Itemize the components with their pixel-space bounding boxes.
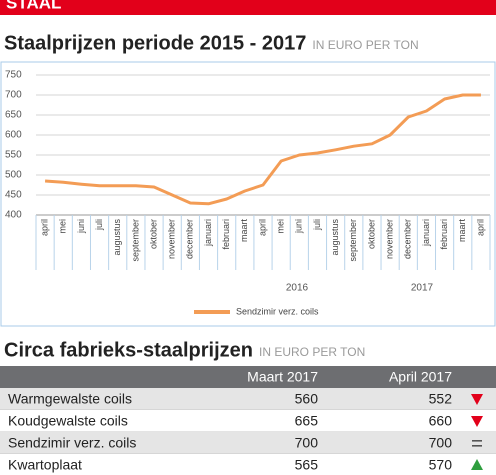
y-tick-label: 500 xyxy=(5,170,22,181)
x-tick-label: mei xyxy=(276,219,286,234)
trend-equal-icon xyxy=(472,445,482,447)
x-tick-label: oktober xyxy=(148,219,158,249)
x-tick-label: februari xyxy=(221,219,231,250)
chart-frame xyxy=(0,61,496,327)
x-tick-label: september xyxy=(348,219,358,262)
x-tick-label: februari xyxy=(439,219,449,250)
trend-equal-icon xyxy=(472,440,482,442)
chart-subtitle: IN EURO PER TON xyxy=(312,38,418,52)
column-header: Maart 2017 xyxy=(247,369,318,385)
x-tick-label: november xyxy=(384,219,394,259)
legend-label: Sendzimir verz. coils xyxy=(236,306,319,316)
x-tick-label: januari xyxy=(421,219,431,247)
y-tick-label: 750 xyxy=(5,70,22,81)
cell-value: 700 xyxy=(295,435,319,451)
section-bar xyxy=(0,0,496,15)
chart-title: Staalprijzen periode 2015 - 2017 xyxy=(4,32,306,54)
table-header-bg xyxy=(0,366,496,388)
x-tick-label: mei xyxy=(58,219,68,234)
x-tick-label: juni xyxy=(294,219,304,234)
y-tick-label: 450 xyxy=(5,190,22,201)
table-row-bg xyxy=(0,432,496,454)
y-tick-label: 650 xyxy=(5,110,22,121)
data-line xyxy=(44,93,481,206)
row-label: Sendzimir verz. coils xyxy=(8,435,136,451)
x-tick-label: november xyxy=(167,219,177,259)
table-row-bg xyxy=(0,388,496,410)
row-label: Koudgewalste coils xyxy=(8,413,128,429)
x-tick-label: juni xyxy=(76,219,86,234)
section-label: STAAL xyxy=(6,0,61,12)
x-tick-label: december xyxy=(403,219,413,259)
column-header: April 2017 xyxy=(389,369,452,385)
cell-value: 570 xyxy=(429,457,453,473)
cell-value: 560 xyxy=(295,391,319,407)
x-tick-label: oktober xyxy=(366,219,376,249)
x-tick-label: april xyxy=(39,219,49,236)
table-row-bg xyxy=(0,410,496,432)
cell-value: 660 xyxy=(429,413,453,429)
x-tick-label: juli xyxy=(94,219,104,231)
trend-down-icon xyxy=(471,394,483,405)
x-tick-label: september xyxy=(130,219,140,262)
y-tick-label: 400 xyxy=(5,210,22,221)
row-label: Warmgewalste coils xyxy=(8,391,132,407)
trend-down-icon xyxy=(471,416,483,427)
x-tick-label: december xyxy=(185,219,195,259)
x-tick-label: januari xyxy=(203,219,213,247)
x-tick-label: april xyxy=(257,219,267,236)
cell-value: 552 xyxy=(429,391,453,407)
x-tick-label: april xyxy=(475,219,485,236)
table-row-bg xyxy=(0,454,496,475)
y-tick-label: 700 xyxy=(5,90,22,101)
table-subtitle: IN EURO PER TON xyxy=(259,345,365,359)
x-tick-label: augustus xyxy=(112,219,122,256)
cell-value: 700 xyxy=(429,435,453,451)
x-tick-label: juli xyxy=(312,219,322,231)
trend-up-icon xyxy=(471,459,483,470)
table-title: Circa fabrieks-staalprijzen xyxy=(4,339,253,361)
year-label: 2016 xyxy=(286,283,309,294)
row-label: Kwartoplaat xyxy=(8,457,82,473)
x-tick-label: maart xyxy=(239,219,249,243)
y-tick-label: 600 xyxy=(5,130,22,141)
x-tick-label: maart xyxy=(457,219,467,243)
cell-value: 665 xyxy=(295,413,319,429)
x-tick-label: augustus xyxy=(330,219,340,256)
y-tick-label: 550 xyxy=(5,150,22,161)
year-label: 2017 xyxy=(411,283,434,294)
cell-value: 565 xyxy=(295,457,319,473)
